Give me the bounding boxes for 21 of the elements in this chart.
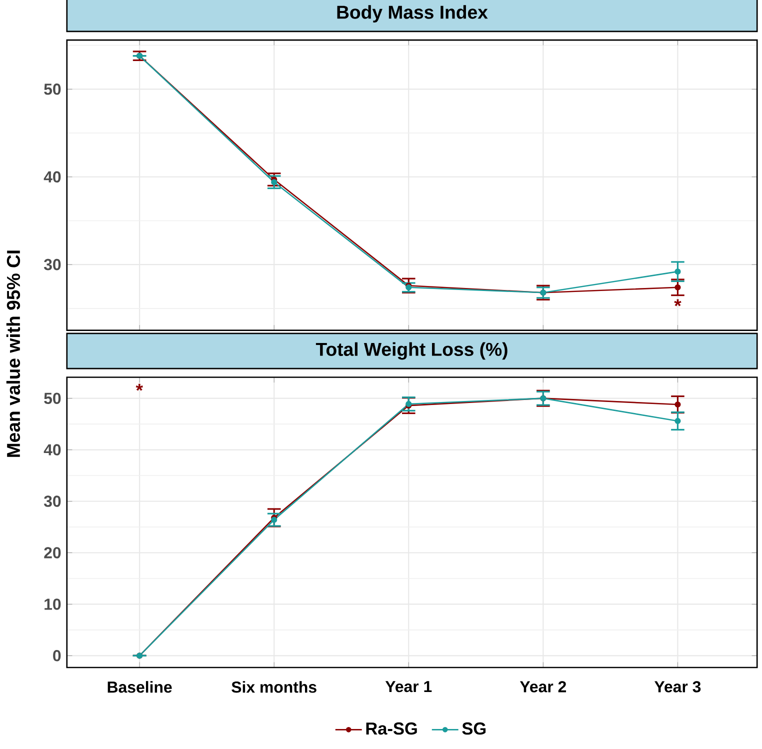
y-tick-label: 0 <box>53 650 61 662</box>
x-tick-label: Six months <box>232 680 316 693</box>
legend-label: SG <box>462 722 486 735</box>
annotation: * <box>674 299 682 306</box>
chart-title: Total Weight Loss (%) <box>316 342 508 360</box>
y-tick-label: 40 <box>44 171 61 182</box>
x-tick-label: Year 3 <box>654 680 701 692</box>
annotation: * <box>136 384 143 391</box>
y-tick-label: 10 <box>44 598 61 610</box>
y-tick-label: 30 <box>44 496 61 507</box>
x-tick-label: Baseline <box>108 680 172 693</box>
y-tick-label: 40 <box>44 444 61 456</box>
y-axis-title: Mean value with 95% CI <box>6 250 20 457</box>
y-tick-label: 50 <box>44 83 61 95</box>
chart-title: Body Mass Index <box>337 5 488 22</box>
y-tick-label: 20 <box>44 547 61 558</box>
y-tick-label: 50 <box>44 392 61 404</box>
legend-label: Ra-SG <box>366 722 417 735</box>
y-tick-label: 30 <box>44 258 61 270</box>
x-tick-label: Year 1 <box>385 680 432 692</box>
x-tick-label: Year 2 <box>520 680 566 692</box>
